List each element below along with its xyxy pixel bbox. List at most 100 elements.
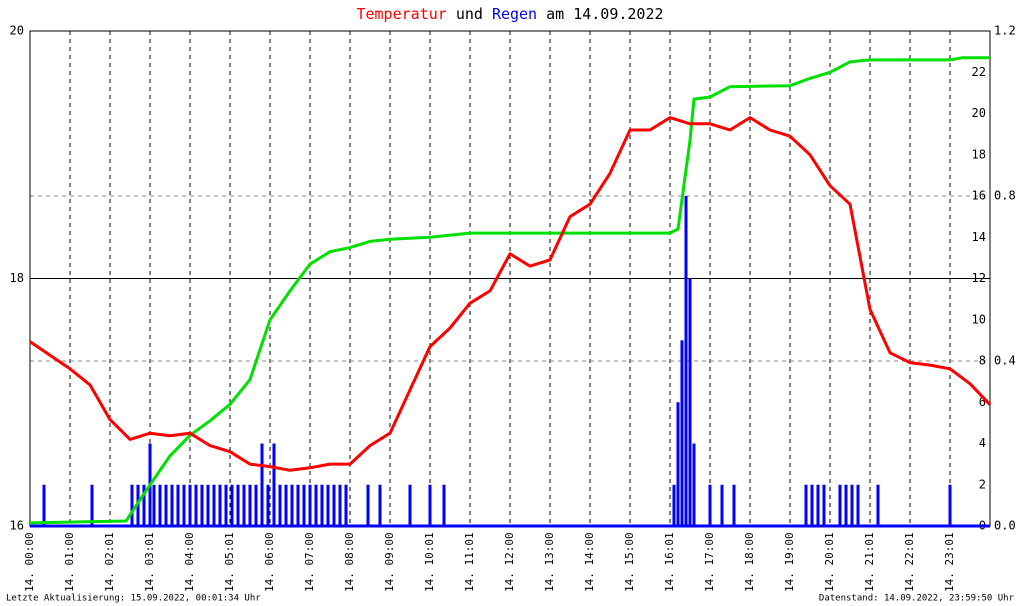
y3-tick-label: 14	[972, 230, 986, 244]
rain-bar	[170, 484, 174, 526]
rain-bar	[314, 484, 318, 526]
rain-bar	[242, 484, 246, 526]
y2-tick-label: 0.8	[994, 189, 1016, 203]
x-tick-label: 14. 19:00	[783, 532, 796, 592]
rain-bar	[680, 340, 684, 526]
rain-bar	[302, 484, 306, 526]
title-suffix: am 14.09.2022	[546, 5, 663, 23]
x-tick-label: 14. 01:00	[63, 532, 76, 592]
x-tick-label: 14. 03:01	[143, 532, 156, 592]
rain-bar	[188, 484, 192, 526]
y3-tick-label: 10	[972, 312, 986, 326]
rain-bar	[326, 484, 330, 526]
series-line	[29, 56, 990, 525]
y3-tick-label: 6	[979, 395, 986, 409]
x-tick-label: 14. 23:01	[943, 532, 956, 592]
rain-bar	[732, 484, 736, 526]
title-rain: Regen	[492, 5, 537, 23]
rain-bar	[822, 484, 826, 526]
rain-bar	[850, 484, 854, 526]
rain-bar	[672, 484, 676, 526]
rain-bar	[130, 484, 134, 526]
x-tick-label: 14. 06:00	[263, 532, 276, 592]
y3-tick-label: 8	[979, 354, 986, 368]
rain-bar	[296, 484, 300, 526]
x-tick-label: 14. 17:00	[703, 532, 716, 592]
rain-bar	[308, 484, 312, 526]
y-tick-label: 20	[10, 24, 24, 38]
rain-bar	[164, 484, 168, 526]
x-tick-label: 14. 02:01	[103, 532, 116, 592]
x-tick-label: 14. 05:01	[223, 532, 236, 592]
x-tick-label: 14. 12:00	[503, 532, 516, 592]
y3-tick-label: 16	[972, 189, 986, 203]
x-tick-label: 14. 10:01	[423, 532, 436, 592]
x-tick-label: 14. 07:00	[303, 532, 316, 592]
y3-tick-label: 12	[972, 271, 986, 285]
x-tick-label: 14. 13:00	[543, 532, 556, 592]
title-connector: und	[456, 5, 483, 23]
x-tick-label: 14. 15:00	[623, 532, 636, 592]
rain-bar	[804, 484, 808, 526]
y2-tick-label: 0.0	[994, 519, 1016, 533]
rain-bar	[676, 402, 680, 526]
rain-bar	[290, 484, 294, 526]
rain-bar	[194, 484, 198, 526]
rain-bar	[692, 443, 696, 526]
x-tick-label: 14. 21:01	[863, 532, 876, 592]
rain-bar	[838, 484, 842, 526]
x-tick-label: 14. 18:00	[743, 532, 756, 592]
x-tick-label: 14. 20:01	[823, 532, 836, 592]
rain-bar	[152, 484, 156, 526]
series-line	[29, 116, 992, 472]
rain-bar	[42, 484, 46, 526]
rain-bar	[218, 484, 222, 526]
rain-bar	[260, 443, 264, 526]
rain-bar	[254, 484, 258, 526]
rain-bar	[320, 484, 324, 526]
rain-bar	[230, 484, 234, 526]
rain-bar	[708, 484, 712, 526]
rain-bar	[284, 484, 288, 526]
rain-bar	[442, 484, 446, 526]
x-tick-label: 14. 14:00	[583, 532, 596, 592]
rain-bar	[176, 484, 180, 526]
chart-title: Temperatur und Regen am 14.09.2022	[356, 5, 663, 23]
y-tick-label: 16	[10, 519, 24, 533]
rain-bar	[816, 484, 820, 526]
rain-bar	[158, 484, 162, 526]
rain-bar	[684, 196, 688, 526]
y3-tick-label: 22	[972, 65, 986, 79]
y2-tick-label: 1.2	[994, 24, 1016, 38]
y2-tick-label: 0.4	[994, 354, 1016, 368]
x-tick-label: 14. 08:00	[343, 532, 356, 592]
x-tick-label: 14. 09:00	[383, 532, 396, 592]
title-temp: Temperatur	[356, 5, 446, 23]
footer-right: Datenstand: 14.09.2022, 23:59:50 Uhr	[819, 594, 1015, 604]
y3-tick-label: 18	[972, 147, 986, 161]
rain-bar	[844, 484, 848, 526]
rain-bar	[278, 484, 282, 526]
rain-bar	[338, 484, 342, 526]
rain-bar	[344, 484, 348, 526]
y3-tick-label: 2	[979, 477, 986, 491]
rain-bar	[272, 443, 276, 526]
y3-tick-label: 4	[979, 436, 986, 450]
x-tick-label: 14. 11:01	[463, 532, 476, 592]
rain-bar	[224, 484, 228, 526]
rain-bar	[378, 484, 382, 526]
rain-bar	[266, 484, 270, 526]
rain-bar	[428, 484, 432, 526]
rain-bar	[142, 484, 146, 526]
footer-left: Letzte Aktualisierung: 15.09.2022, 00:01…	[6, 594, 261, 604]
x-tick-label: 14. 16:01	[663, 532, 676, 592]
rain-bar	[948, 484, 952, 526]
rain-bar	[720, 484, 724, 526]
x-tick-label: 14. 00:00	[23, 532, 36, 592]
rain-bar	[856, 484, 860, 526]
rain-bar	[212, 484, 216, 526]
rain-bar	[236, 484, 240, 526]
rain-bar	[206, 484, 210, 526]
rain-bar	[90, 484, 94, 526]
